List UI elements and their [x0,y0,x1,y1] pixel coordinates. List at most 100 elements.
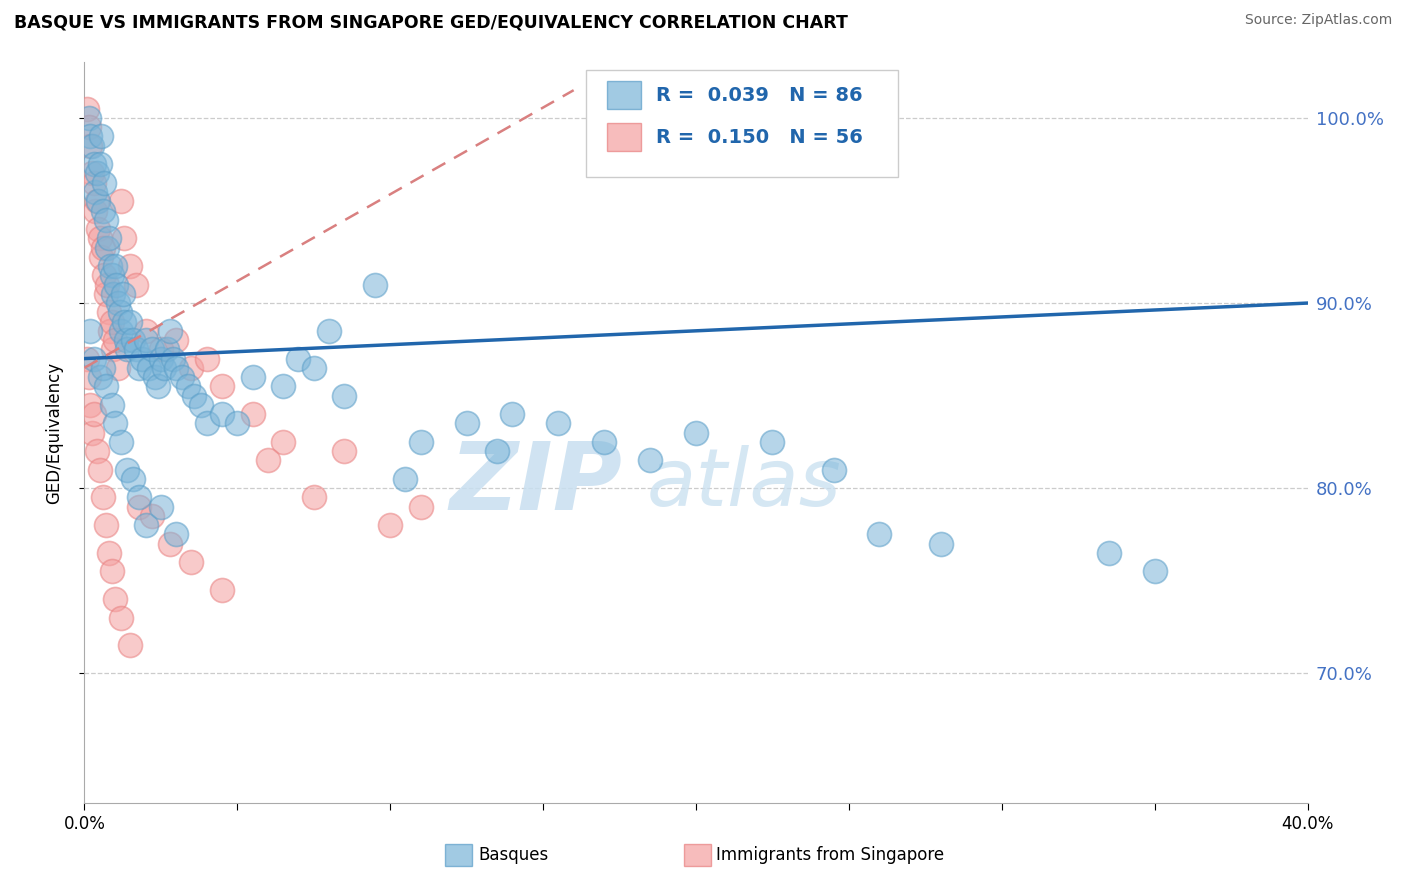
Bar [606,123,641,152]
Point [96,240,118,254]
Point [287,351,309,366]
Point [409,500,432,514]
Point [122,472,145,486]
Point [257,453,280,467]
Point [165,333,187,347]
Point [271,434,294,449]
Point [120,314,142,328]
Text: Source: ZipAtlas.com: Source: ZipAtlas.com [1244,13,1392,28]
Point [165,527,187,541]
Point [180,555,202,569]
Text: R =  0.150   N = 56: R = 0.150 N = 56 [655,128,862,146]
Point [172,370,194,384]
Point [333,388,356,402]
Point [101,268,124,283]
Point [271,379,294,393]
Point [177,379,200,393]
Point [195,351,218,366]
Bar [606,81,641,109]
Point [112,231,135,245]
Point [77,120,100,135]
Point [138,360,160,375]
Point [98,259,121,273]
Point [131,351,153,366]
Point [929,536,952,550]
Text: ZIP: ZIP [450,439,623,531]
Point [77,111,100,125]
Point [211,407,233,421]
Point [84,185,107,199]
Point [79,324,101,338]
Point [77,370,100,384]
Point [87,222,110,236]
Point [180,360,202,375]
Point [165,360,187,375]
Point [80,138,103,153]
Text: Basques: Basques [478,846,548,863]
Point [110,434,132,449]
Point [86,166,108,180]
Point [190,398,212,412]
Point [486,444,509,458]
Point [364,277,387,292]
Point [318,324,340,338]
Point [869,527,891,541]
Point [153,360,176,375]
Point [97,305,120,319]
Point [120,259,142,273]
Point [149,351,172,366]
Point [94,379,117,393]
Point [302,491,325,505]
Point [110,324,132,338]
Point [86,444,108,458]
Point [80,425,103,440]
Point [89,157,111,171]
Point [141,343,163,357]
Point [115,462,138,476]
Point [83,176,105,190]
Point [107,360,129,375]
Point [159,536,181,550]
Point [94,212,117,227]
Point [110,610,132,624]
Point [104,259,127,273]
Point [128,491,150,505]
Point [143,370,166,384]
Point [135,324,157,338]
Point [89,462,111,476]
Point [94,286,117,301]
Point [111,286,134,301]
Point [107,296,129,310]
Point [128,360,150,375]
Point [128,500,150,514]
Point [87,194,110,209]
Point [547,417,569,431]
Point [86,194,108,209]
Point [242,370,264,384]
Point [96,277,118,292]
Point [101,398,124,412]
Point [149,343,172,357]
Point [156,343,179,357]
Point [108,305,131,319]
Point [83,407,105,421]
Point [104,333,127,347]
Point [114,333,136,347]
Point [91,491,114,505]
Point [80,166,103,180]
Text: atlas: atlas [647,445,842,524]
Point [125,343,148,357]
Point [90,250,112,264]
Point [149,500,172,514]
Bar [683,844,710,866]
Point [183,388,205,402]
Point [141,508,163,523]
Point [195,417,218,431]
Point [380,518,402,533]
Point [242,407,264,421]
Point [761,434,783,449]
Point [110,194,132,209]
FancyBboxPatch shape [586,70,898,178]
Point [162,351,184,366]
Point [159,324,181,338]
